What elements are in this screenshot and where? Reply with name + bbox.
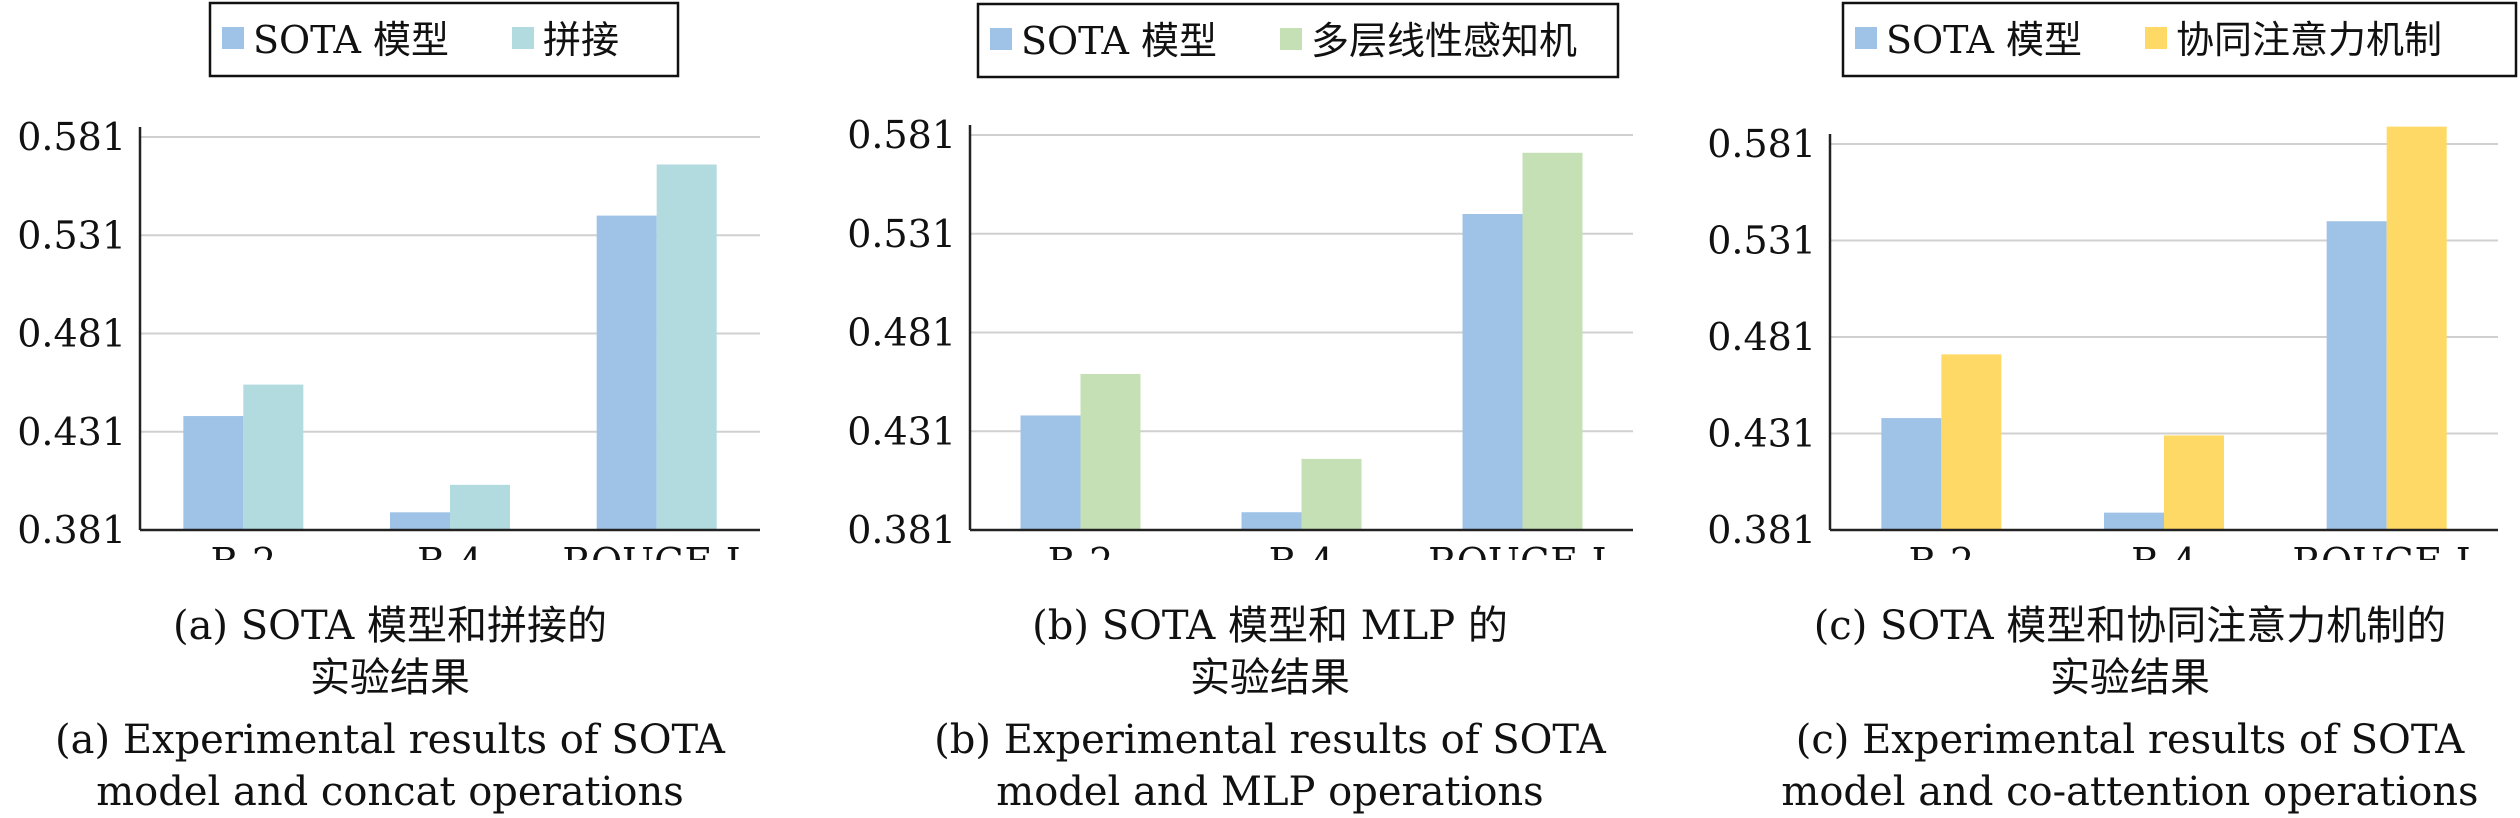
y-tick-label: 0.581 bbox=[847, 113, 956, 157]
legend-swatch bbox=[1855, 27, 1877, 49]
bar-a-variant-rouge-l bbox=[656, 164, 717, 530]
legend-swatch bbox=[512, 27, 534, 49]
y-tick-label: 0.531 bbox=[847, 212, 956, 256]
legend-label: 协同注意力机制 bbox=[2176, 18, 2442, 62]
legend: SOTA 模型 多层线性感知机 bbox=[976, 2, 1620, 79]
bar-b-variant-b-2 bbox=[1080, 373, 1141, 530]
x-tick-label: B-2 bbox=[1048, 540, 1114, 560]
x-tick-label: B-4 bbox=[1269, 540, 1335, 560]
bar-a-variant-b-2 bbox=[243, 384, 304, 530]
y-tick-label: 0.381 bbox=[847, 508, 956, 552]
caption-b-en-line2: model and MLP operations bbox=[996, 769, 1544, 815]
y-tick-label: 0.431 bbox=[17, 410, 126, 454]
caption-c: (c) SOTA 模型和协同注意力机制的 实验结果 (c) Experiment… bbox=[1770, 600, 2490, 818]
legend-swatch bbox=[1280, 28, 1302, 50]
y-tick-label: 0.481 bbox=[17, 312, 126, 356]
bar-a-sota-b-4 bbox=[390, 512, 450, 530]
legend-label: 拼接 bbox=[543, 18, 619, 62]
chart-c: 0.381 0.431 0.481 0.531 0.581 B-2 B-4 ROUGE-L SO… bbox=[1707, 1, 2518, 560]
bar-c-variant-b-2 bbox=[1941, 354, 2002, 530]
caption-a: (a) SOTA 模型和拼接的 实验结果 (a) Experimental re… bbox=[40, 600, 740, 818]
legend-swatch bbox=[2145, 27, 2167, 49]
legend: SOTA 模型 拼接 bbox=[208, 1, 680, 78]
caption-c-en-line2: model and co-attention operations bbox=[1781, 769, 2479, 815]
bar-c-variant-b-4 bbox=[2164, 435, 2224, 530]
caption-a-cn-line1: (a) SOTA 模型和拼接的 bbox=[172, 603, 608, 649]
bar-b-sota-b-2 bbox=[1020, 415, 1081, 530]
bar-a-sota-rouge-l bbox=[596, 215, 657, 530]
x-tick-label: B-4 bbox=[417, 540, 483, 560]
x-tick-label: ROUGE-L bbox=[2292, 540, 2481, 560]
legend: SOTA 模型 协同注意力机制 bbox=[1841, 1, 2518, 78]
y-tick-label: 0.581 bbox=[17, 115, 126, 159]
y-tick-label: 0.481 bbox=[847, 311, 956, 355]
legend-swatch bbox=[222, 27, 244, 49]
caption-a-en-line2: model and concat operations bbox=[96, 769, 684, 815]
y-tick-label: 0.531 bbox=[17, 213, 126, 257]
caption-c-cn-line1: (c) SOTA 模型和协同注意力机制的 bbox=[1813, 603, 2447, 649]
bar-c-variant-rouge-l bbox=[2386, 126, 2447, 530]
x-tick-label: ROUGE-L bbox=[562, 540, 751, 560]
y-tick-label: 0.581 bbox=[1707, 122, 1816, 166]
y-tick-label: 0.481 bbox=[1707, 315, 1816, 359]
y-tick-label: 0.381 bbox=[17, 508, 126, 552]
bar-b-sota-b-4 bbox=[1241, 512, 1302, 530]
y-tick-label: 0.431 bbox=[847, 409, 956, 453]
bar-b-variant-rouge-l bbox=[1522, 152, 1583, 530]
x-tick-label: B-2 bbox=[1909, 540, 1975, 560]
legend-swatch bbox=[990, 28, 1012, 50]
caption-b-cn-line1: (b) SOTA 模型和 MLP 的 bbox=[1032, 603, 1508, 649]
caption-a-en-line1: (a) Experimental results of SOTA bbox=[55, 717, 725, 763]
caption-b-en-line1: (b) Experimental results of SOTA bbox=[934, 717, 1606, 763]
caption-b: (b) SOTA 模型和 MLP 的 实验结果 (b) Experimental… bbox=[920, 600, 1620, 818]
caption-a-cn-line2: 实验结果 bbox=[310, 655, 470, 701]
bar-b-sota-rouge-l bbox=[1462, 214, 1523, 530]
y-tick-label: 0.381 bbox=[1707, 508, 1816, 552]
caption-c-cn-line2: 实验结果 bbox=[2050, 655, 2210, 701]
caption-b-cn-line2: 实验结果 bbox=[1190, 655, 1350, 701]
caption-c-en-line1: (c) Experimental results of SOTA bbox=[1795, 717, 2465, 763]
bar-c-sota-b-2 bbox=[1881, 418, 1942, 530]
legend-label: SOTA 模型 bbox=[1886, 18, 2082, 62]
x-tick-label: B-4 bbox=[2131, 540, 2197, 560]
y-tick-label: 0.431 bbox=[1707, 412, 1816, 456]
legend-label: SOTA 模型 bbox=[1021, 19, 1217, 63]
bar-b-variant-b-4 bbox=[1301, 458, 1362, 530]
bar-c-sota-rouge-l bbox=[2326, 221, 2387, 530]
bar-c-sota-b-4 bbox=[2104, 512, 2164, 530]
chart-a: 0.381 0.431 0.481 0.531 0.581 B-2 B-4 ROUGE-L SO… bbox=[17, 1, 760, 560]
legend-box bbox=[208, 1, 680, 78]
legend-label: 多层线性感知机 bbox=[1311, 19, 1577, 63]
x-tick-label: ROUGE-L bbox=[1428, 540, 1617, 560]
chart-b: 0.381 0.431 0.481 0.531 0.581 B-2 B-4 ROUGE-L SO… bbox=[847, 2, 1633, 560]
legend-label: SOTA 模型 bbox=[253, 18, 449, 62]
x-tick-label: B-2 bbox=[211, 540, 277, 560]
y-tick-label: 0.531 bbox=[1707, 219, 1816, 263]
legend-box bbox=[1841, 1, 2518, 78]
bar-a-sota-b-2 bbox=[183, 416, 244, 530]
bar-a-variant-b-4 bbox=[450, 484, 510, 530]
